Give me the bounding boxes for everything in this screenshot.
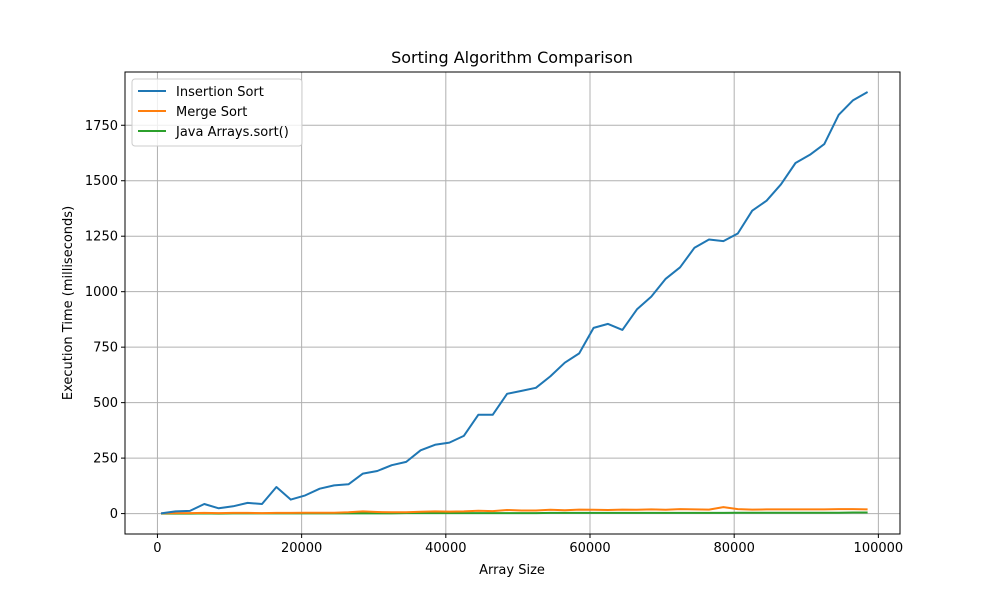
x-axis-label: Array Size	[479, 563, 545, 578]
plot-area	[125, 72, 900, 534]
y-tick-label: 1500	[85, 174, 118, 189]
series-line-insertion-sort	[160, 91, 869, 515]
legend-label-insertion-sort: Insertion Sort	[176, 85, 264, 100]
x-axis-ticks: 0 20000 40000 60000 80000 100000	[153, 534, 903, 556]
x-tick-label: 20000	[281, 541, 322, 556]
x-tick-label: 40000	[425, 541, 466, 556]
x-tick-label: 60000	[569, 541, 610, 556]
x-tick-label: 80000	[714, 541, 755, 556]
x-tick-label: 0	[153, 541, 161, 556]
y-tick-label: 250	[93, 452, 118, 467]
legend-box	[131, 78, 303, 147]
chart-title: Sorting Algorithm Comparison	[391, 48, 633, 67]
y-tick-label: 500	[93, 396, 118, 411]
legend-label-merge-sort: Merge Sort	[176, 105, 247, 120]
x-tick-label: 100000	[854, 541, 904, 556]
series-line-merge-sort	[160, 506, 868, 515]
y-tick-label: 1250	[85, 230, 118, 245]
y-tick-label: 1750	[85, 119, 118, 134]
plot-frame	[124, 71, 901, 535]
series-lines	[160, 91, 869, 515]
y-tick-label: 750	[93, 341, 118, 356]
y-axis-ticks: 0 250 500 750 1000 1250 1500 1750	[85, 119, 125, 522]
y-tick-label: 0	[110, 507, 118, 522]
y-axis-label: Execution Time (milliseconds)	[61, 206, 76, 400]
legend: Insertion Sort Merge Sort Java Arrays.so…	[131, 78, 303, 147]
y-tick-label: 1000	[85, 285, 118, 300]
legend-label-java-arrays-sort: Java Arrays.sort()	[175, 125, 289, 140]
